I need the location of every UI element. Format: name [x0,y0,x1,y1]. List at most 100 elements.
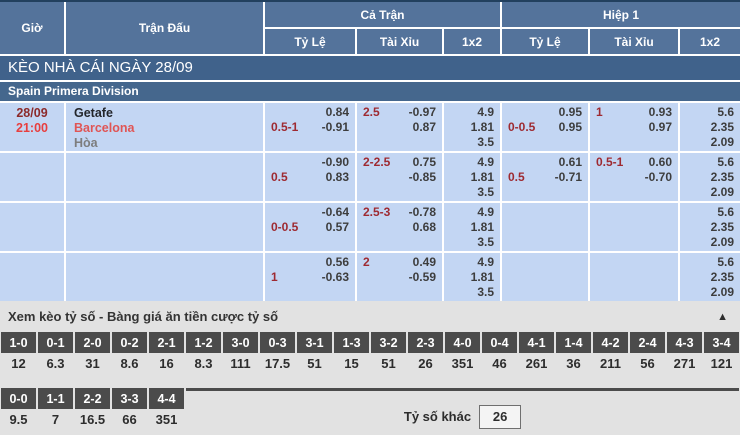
score-chip-button[interactable]: 3-2 [371,332,406,353]
odds-cell-ft-handicap[interactable]: 0.56 1 -0.63 [265,253,355,301]
odds-cell-ft-1x2[interactable]: 4.9 1.81 3.5 [444,103,500,151]
score-chip-button[interactable]: 1-3 [334,332,369,353]
score-odds-value: 66 [122,411,137,427]
score-odds-value: 51 [307,355,322,371]
odds-value: 1.81 [470,170,494,184]
score-chip-button[interactable]: 3-4 [704,332,739,353]
odds-cell-ft-1x2[interactable]: 4.9 1.81 3.5 [444,253,500,301]
odds-line: -0.59 [357,270,442,285]
odds-line: 1.81 [444,220,500,235]
score-cell: 4-1 261 [519,332,554,373]
match-time-cell [0,253,64,301]
score-chip-button[interactable]: 0-0 [1,388,36,409]
odds-value: 0.68 [412,220,436,234]
score-chip-button[interactable]: 0-4 [482,332,517,353]
score-chip-button[interactable]: 4-3 [667,332,702,353]
score-odds-value: 26 [418,355,433,371]
score-chip-button[interactable]: 0-1 [38,332,73,353]
odds-line: 0.97 [590,120,678,135]
score-cell: 1-3 15 [334,332,369,373]
odds-line: 0-0.5 0.57 [265,220,355,235]
score-chip-button[interactable]: 1-1 [38,388,73,409]
handicap-value: 2.5-3 [363,205,391,219]
score-cell: 2-2 16.5 [75,388,110,429]
score-chip-button[interactable]: 3-0 [223,332,258,353]
odds-cell-h1-1x2[interactable]: 5.6 2.35 2.09 [680,253,740,301]
score-cell: 4-3 271 [667,332,702,373]
score-odds-value: 211 [600,355,621,371]
score-cell: 1-1 7 [38,388,73,429]
score-chip-button[interactable]: 3-3 [112,388,147,409]
odds-cell-h1-over-under[interactable]: 1 0.93 0.97 [590,103,678,151]
odds-value: 5.6 [717,105,734,119]
score-chip-button[interactable]: 1-0 [1,332,36,353]
score-chip-button[interactable]: 2-2 [75,388,110,409]
odds-cell-ft-handicap[interactable]: -0.64 0-0.5 0.57 [265,203,355,251]
odds-cell-h1-handicap[interactable] [502,253,588,301]
odds-cell-h1-1x2[interactable]: 5.6 2.35 2.09 [680,153,740,201]
odds-cell-ft-over-under[interactable]: 2.5-3 -0.78 0.68 [357,203,442,251]
odds-cell-h1-handicap[interactable]: 0.95 0-0.5 0.95 [502,103,588,151]
score-chip-button[interactable]: 4-4 [149,388,184,409]
score-chip-button[interactable]: 2-1 [149,332,184,353]
odds-value: -0.90 [321,155,349,169]
score-cell: 0-3 17.5 [260,332,295,373]
match-kickoff-time: 21:00 [16,121,48,135]
odds-cell-h1-over-under[interactable]: 0.5-1 0.60 -0.70 [590,153,678,201]
odds-cell-ft-1x2[interactable]: 4.9 1.81 3.5 [444,203,500,251]
odds-row: 28/09 21:00 Getafe Barcelona Hòa 0.84 0.5-1 -0.… [0,103,740,151]
score-odds-value: 351 [155,411,178,427]
score-chip-button[interactable]: 0-3 [260,332,295,353]
score-odds-value: 17.5 [264,355,291,371]
match-date: 28/09 [16,106,48,120]
score-chip-button[interactable]: 1-4 [556,332,591,353]
score-chip-button[interactable]: 1-2 [186,332,221,353]
odds-cell-h1-handicap[interactable] [502,203,588,251]
score-cell: 3-4 121 [704,332,739,373]
odds-cell-ft-handicap[interactable]: -0.90 0.5 0.83 [265,153,355,201]
odds-cell-h1-1x2[interactable]: 5.6 2.35 2.09 [680,103,740,151]
group-header-first-half: Hiệp 1 [502,2,740,27]
handicap-value: 0.5-1 [596,155,624,169]
odds-value: 3.5 [477,285,494,299]
score-chip-button[interactable]: 2-3 [408,332,443,353]
score-chip-button[interactable]: 2-4 [630,332,665,353]
odds-cell-ft-over-under[interactable]: 2.5 -0.97 0.87 [357,103,442,151]
collapse-arrow-icon[interactable]: ▲ [717,310,728,323]
odds-cell-ft-over-under[interactable]: 2-2.5 0.75 -0.85 [357,153,442,201]
home-team-name: Getafe [74,106,113,120]
handicap-value: 0.5-1 [271,120,299,134]
odds-line: 3.5 [444,285,500,300]
odds-cell-ft-over-under[interactable]: 2 0.49 -0.59 [357,253,442,301]
score-chip-button[interactable]: 4-0 [445,332,480,353]
score-chip-button[interactable]: 0-2 [112,332,147,353]
odds-line: 3.5 [444,135,500,150]
score-chip-button[interactable]: 3-1 [297,332,332,353]
score-cell: 1-4 36 [556,332,591,373]
odds-line: 1.81 [444,170,500,185]
odds-cell-h1-over-under[interactable] [590,253,678,301]
odds-line: 1.81 [444,120,500,135]
odds-line: 5.6 [680,155,740,170]
match-teams-cell [66,153,263,201]
score-chip-button[interactable]: 2-0 [75,332,110,353]
score-odds-value: 9.5 [9,411,28,427]
league-bar[interactable]: Spain Primera Division [0,82,740,103]
odds-value: -0.78 [408,205,436,219]
odds-cell-ft-1x2[interactable]: 4.9 1.81 3.5 [444,153,500,201]
odds-cell-h1-over-under[interactable] [590,203,678,251]
odds-value: 0.56 [325,255,349,269]
odds-value: 5.6 [717,155,734,169]
odds-line: 4.9 [444,105,500,120]
score-chip-button[interactable]: 4-1 [519,332,554,353]
match-teams-cell[interactable]: Getafe Barcelona Hòa [66,103,263,151]
odds-row: -0.64 0-0.5 0.57 2.5-3 -0.78 0.68 4.9 1.81 3.5 5.… [0,203,740,251]
score-odds-value: 271 [673,355,696,371]
odds-cell-ft-handicap[interactable]: 0.84 0.5-1 -0.91 [265,103,355,151]
score-chip-button[interactable]: 4-2 [593,332,628,353]
odds-cell-h1-handicap[interactable]: 0.61 0.5 -0.71 [502,153,588,201]
odds-cell-h1-1x2[interactable]: 5.6 2.35 2.09 [680,203,740,251]
score-cell: 3-0 111 [223,332,258,373]
score-section-header[interactable]: Xem kèo tỷ số - Bàng giá ăn tiền cược tỷ… [0,303,740,330]
